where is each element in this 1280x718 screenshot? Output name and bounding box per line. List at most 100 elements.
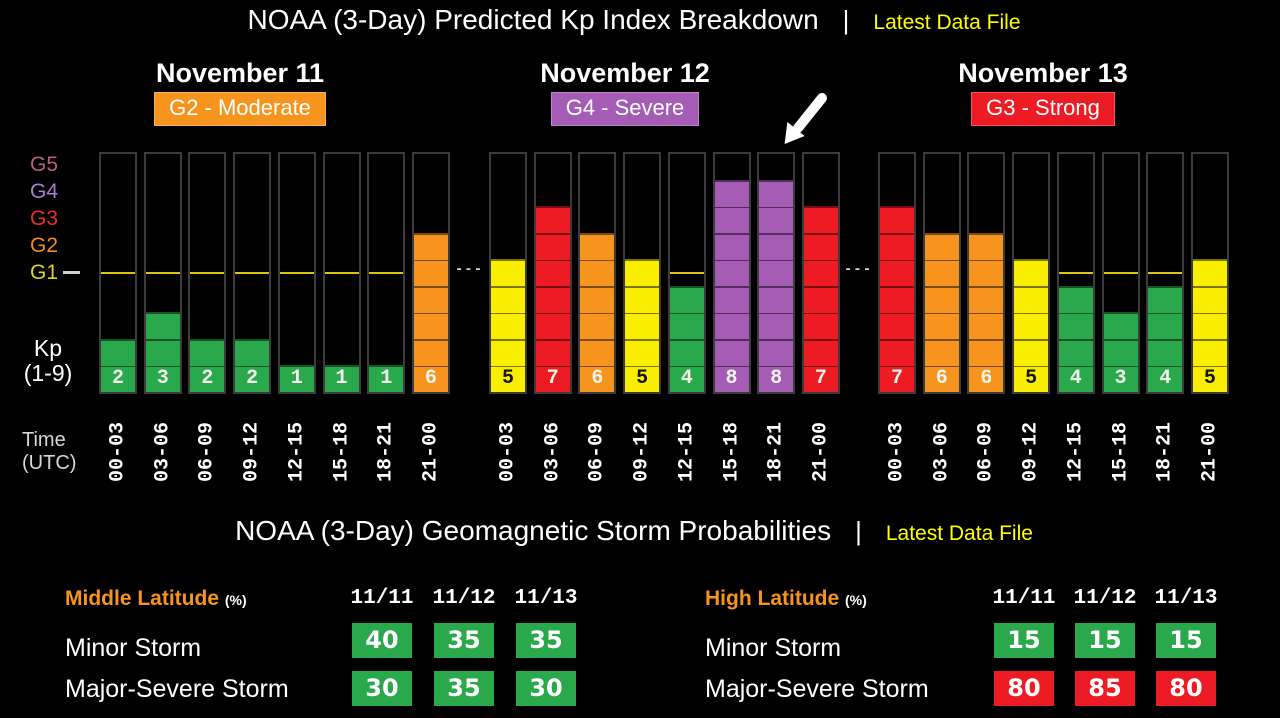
probability-value-box: 35 [434,671,494,706]
probability-value-box: 85 [1075,671,1135,706]
time-slot-label: 09-12 [233,404,271,499]
kp-bar-segment [625,285,660,313]
kp-bar-segment [880,259,914,287]
kp-bar-column: 5 [1190,152,1229,394]
date-column-header: 11/13 [1154,587,1218,610]
day-title: November 12 [540,58,710,88]
kp-bar-segment [491,338,525,366]
storm-level-badge: G3 - Strong [971,92,1115,126]
day-header: November 13 G3 - Strong [883,58,1203,126]
time-slot-label: 03-06 [144,404,182,499]
kp-bar-segment [759,285,794,313]
kp-bar-column: 4 [1146,152,1185,394]
kp-bar-column: 1 [367,152,406,394]
g1-threshold-line [1148,272,1183,274]
time-slot-label: 18-21 [367,404,405,499]
probability-value-box: 80 [1156,671,1216,706]
kp-value-label: 7 [890,367,903,390]
kp-bar-segment [101,338,135,366]
time-slot-text: 12-15 [675,421,699,482]
kp-bar-column: 2 [188,152,227,394]
kp-bar-column: 3 [1101,152,1140,394]
time-slot-label: 12-15 [668,404,706,499]
kp-bar-segment [580,312,615,340]
g1-threshold-line [190,272,225,274]
storm-row-label: Major-Severe Storm [705,675,929,703]
kp-bar-column: 6 [578,152,617,394]
day-header: November 12 G4 - Severe [465,58,785,126]
latest-data-file-link[interactable]: Latest Data File [885,522,1033,545]
kp-bar-segment [580,364,615,392]
kp-bar-segment [803,232,838,260]
kp-bar-segment [1103,312,1138,340]
kp-bar-segment [880,338,914,366]
kp-value-label: 5 [636,367,649,390]
time-slot-text: 03-06 [541,421,565,482]
time-slot-text: 00-03 [496,421,520,482]
kp-bar-segment [924,364,959,392]
time-slot-text: 21-00 [419,421,443,482]
kp-bar-segment [759,179,794,207]
kp-bar-segment [1148,364,1183,392]
title-separator: | [842,5,850,35]
kp-bar-segment [803,338,838,366]
kp-bar-column: 8 [712,152,751,394]
kp-bar-segment [1103,338,1138,366]
kp-bar-segment [1058,364,1093,392]
time-slot-text: 18-21 [374,421,398,482]
kp-bar-segment [580,285,615,313]
time-slot-label: 12-15 [278,404,316,499]
kp-bar-segment [101,364,135,392]
kp-bar-segment [969,232,1004,260]
kp-value-label: 6 [591,367,604,390]
time-slot-text: 12-15 [285,421,309,482]
kp-value-label: 4 [1069,367,1082,390]
kp-axis-label-line2: (1-9) [23,360,73,386]
time-slot-label: 21-00 [1191,404,1229,499]
latest-data-file-link[interactable]: Latest Data File [873,11,1021,34]
kp-bar-segment [803,364,838,392]
time-slot-text: 09-12 [240,421,264,482]
kp-bar-segment [1014,285,1049,313]
kp-value-label: 6 [424,367,437,390]
g1-threshold-tick [63,271,80,274]
kp-bar-segment [491,364,525,392]
kp-bar-segment [669,338,704,366]
kp-bar-segment [324,364,359,392]
g-scale-label-g1: G1 [29,261,58,284]
kp-bar-column: 1 [277,152,316,394]
kp-bar-segment [580,232,615,260]
kp-bar-segment [880,312,914,340]
time-slot-text: 00-03 [106,421,130,482]
kp-value-label: 8 [770,367,783,390]
kp-bar-segment [1014,338,1049,366]
kp-bar-column: 7 [801,152,840,394]
kp-value-label: 8 [725,367,738,390]
time-slot-text: 18-21 [764,421,788,482]
kp-bar-column: 5 [623,152,662,394]
kp-value-label: 3 [156,367,169,390]
time-slot-text: 09-12 [1019,421,1043,482]
kp-value-label: 5 [501,367,514,390]
kp-value-label: 5 [1203,367,1216,390]
kp-bar-segment [759,338,794,366]
kp-bar-segment [580,259,615,287]
kp-bar-segment [535,259,570,287]
g-scale-label-g4: G4 [29,180,58,203]
time-slot-text: 06-09 [585,421,609,482]
kp-bar-segment [714,259,749,287]
storm-level-badge: G2 - Moderate [154,92,326,126]
date-column-header: 11/12 [1073,587,1137,610]
day-title: November 11 [155,58,325,88]
kp-bar-segment [1192,364,1227,392]
kp-bar-segment [413,232,448,260]
day-header: November 11 G2 - Moderate [80,58,400,126]
kp-bar-column: 5 [1012,152,1051,394]
g-scale-label-g3: G3 [29,207,58,230]
kp-bar-segment [1148,338,1183,366]
kp-bar-segment [580,338,615,366]
time-slot-label: 06-09 [967,404,1005,499]
kp-bar-segment [924,232,959,260]
kp-bar-segment [759,259,794,287]
kp-bar-segment [969,259,1004,287]
